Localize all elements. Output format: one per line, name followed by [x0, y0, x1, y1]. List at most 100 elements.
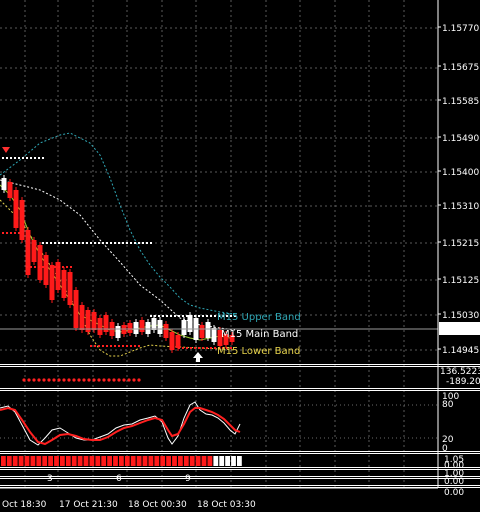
level-dot	[46, 242, 48, 244]
signal-dot	[10, 232, 12, 234]
indicator3-bar	[231, 456, 236, 466]
level-dot	[70, 242, 72, 244]
candle-body	[169, 332, 175, 350]
signal-dot	[226, 347, 228, 349]
indicator1-dot	[112, 378, 116, 382]
level-dot	[214, 315, 216, 317]
signal-dot	[222, 347, 224, 349]
candle-body	[229, 335, 235, 342]
chart-grid	[0, 0, 438, 488]
indicator1-dot	[77, 378, 81, 382]
indicator3-bar	[219, 456, 225, 466]
candle-body	[43, 255, 49, 285]
signal-dot	[30, 266, 32, 268]
time-axis[interactable]: Oct 18:30 17 Oct 21:30 18 Oct 00:30 18 O…	[0, 474, 438, 510]
indicator1-dot	[52, 378, 56, 382]
indicator1-dot	[87, 378, 91, 382]
level-dot	[202, 315, 204, 317]
indicator3-bar	[24, 456, 30, 466]
price-label: 1.15770	[442, 24, 479, 34]
level-dot	[142, 242, 144, 244]
indicator3-bar	[237, 456, 242, 466]
level-dot	[158, 315, 160, 317]
indicator3-bar	[60, 456, 65, 466]
level-dot	[50, 242, 52, 244]
level-dot	[62, 242, 64, 244]
oscillator-line-white	[0, 401, 241, 446]
candlesticks	[1, 175, 235, 353]
indicator3-bar	[189, 456, 195, 466]
signal-dot	[90, 345, 92, 347]
panel-separators	[0, 364, 480, 488]
signal-dot	[122, 345, 124, 347]
candle-body	[85, 310, 91, 332]
signal-dot	[26, 266, 28, 268]
level-dot	[154, 315, 156, 317]
signal-dot	[42, 266, 44, 268]
candle-body	[103, 315, 109, 332]
indicator3-bar	[225, 456, 230, 466]
indicator1-dot	[102, 378, 106, 382]
indicator3-bar	[124, 456, 130, 466]
candle-body	[163, 324, 169, 338]
candle-body	[127, 323, 133, 333]
level-dot	[2, 157, 4, 159]
price-panel[interactable]	[0, 132, 438, 362]
indicator3-bar	[48, 456, 53, 466]
indicator3-bar	[154, 456, 160, 466]
indicator3-bar	[166, 456, 171, 466]
candle-body	[7, 182, 13, 198]
price-label: 1.15490	[442, 134, 479, 144]
signal-dot	[2, 232, 4, 234]
level-dot	[38, 157, 40, 159]
indicator3-panel[interactable]: 1.05 0.00	[1, 455, 464, 471]
candle-body	[157, 320, 163, 334]
indicator5-level-low: 0.00	[444, 488, 464, 498]
level-dot	[130, 242, 132, 244]
down-arrow-icon	[2, 147, 10, 153]
indicator3-bar	[77, 456, 83, 466]
level-dot	[138, 242, 140, 244]
level-dot	[190, 315, 192, 317]
signal-dot	[214, 347, 216, 349]
indicator5-panel[interactable]: 0.00	[444, 488, 464, 498]
indicator3-bar	[42, 456, 48, 466]
indicator3-bar	[195, 456, 201, 466]
indicator1-dot	[132, 378, 136, 382]
signal-dot	[126, 345, 128, 347]
price-axis[interactable]: 1.15770 1.15675 1.15585 1.15490 1.15400 1.153…	[437, 0, 480, 488]
signal-dot	[178, 347, 180, 349]
signal-dot	[102, 345, 104, 347]
indicator3-bar	[12, 456, 18, 466]
level-dot	[218, 315, 220, 317]
candle-body	[97, 318, 103, 335]
candle-body	[205, 322, 211, 338]
indicator1-dot	[67, 378, 71, 382]
time-marker-2: 6	[116, 474, 122, 484]
level-dot	[10, 157, 12, 159]
signal-dot	[38, 266, 40, 268]
level-dot	[102, 242, 104, 244]
indicator3-bar	[6, 456, 12, 466]
indicator1-dot	[97, 378, 101, 382]
oscillator-line-red	[0, 406, 241, 446]
legend-lower-band: M15 Lower Band	[217, 346, 300, 357]
level-dot	[66, 242, 68, 244]
price-label: 1.15310	[442, 202, 479, 212]
candle-body	[13, 190, 19, 228]
candle-body	[91, 312, 97, 330]
signal-dot	[46, 266, 48, 268]
level-dot	[230, 315, 232, 317]
level-dot	[194, 315, 196, 317]
level-dot	[42, 157, 44, 159]
indicator4-panel[interactable]: 1.00 0.00	[444, 469, 464, 487]
candle-body	[1, 178, 7, 190]
price-label: 1.15585	[442, 97, 479, 107]
level-dot	[42, 242, 44, 244]
indicator1-dot	[92, 378, 96, 382]
indicator1-panel[interactable]: 136.5223 -189.204	[22, 367, 480, 387]
indicator3-bar	[1, 456, 6, 466]
indicator1-dot	[72, 378, 76, 382]
